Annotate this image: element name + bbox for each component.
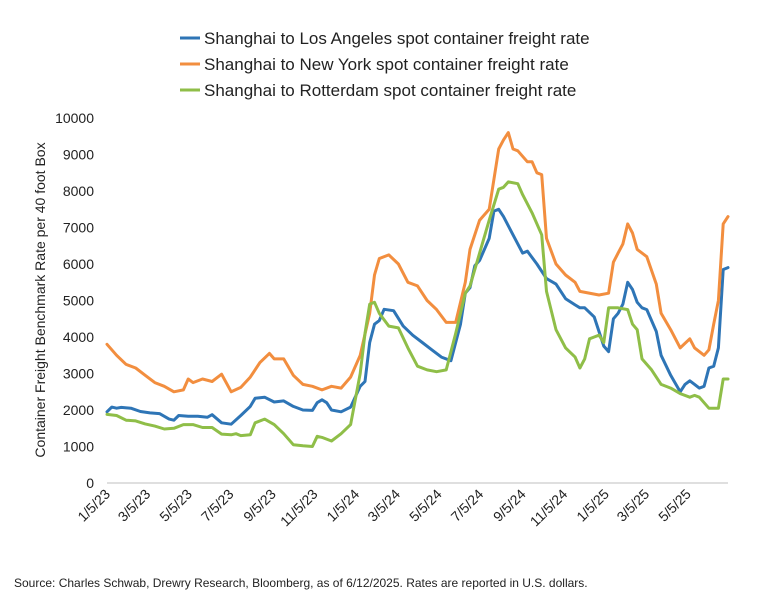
y-axis: 0 1000 2000 3000 4000 5000 6000 7000 8000 9000 100… [55, 110, 94, 491]
legend: Shanghai to Los Angeles spot container f… [180, 29, 590, 100]
source-note: Source: Charles Schwab, Drewry Research,… [14, 576, 588, 590]
y-tick-label: 9000 [63, 147, 94, 163]
x-tick-label: 1/5/25 [573, 486, 612, 525]
x-tick-label: 5/5/24 [406, 486, 445, 525]
x-tick-label: 1/5/23 [74, 486, 113, 525]
y-tick-label: 8000 [63, 183, 94, 199]
x-tick-label: 3/5/24 [364, 486, 403, 525]
plot-area [105, 131, 730, 448]
y-tick-label: 3000 [63, 366, 94, 382]
x-tick-label: 5/5/23 [156, 486, 195, 525]
y-tick-label: 5000 [63, 293, 94, 309]
x-tick-label: 11/5/24 [527, 486, 571, 530]
x-tick-label: 9/5/23 [240, 486, 279, 525]
x-tick-label: 7/5/24 [448, 486, 487, 525]
x-tick-label: 9/5/24 [490, 486, 529, 525]
y-tick-label: 0 [86, 475, 94, 491]
series-line-2 [105, 180, 730, 448]
legend-label-0: Shanghai to Los Angeles spot container f… [204, 29, 590, 48]
y-tick-label: 6000 [63, 256, 94, 272]
x-tick-label: 1/5/24 [323, 486, 362, 525]
legend-label-1: Shanghai to New York spot container frei… [204, 55, 569, 74]
series-line-0 [105, 207, 730, 426]
y-tick-label: 10000 [55, 110, 94, 126]
x-tick-label: 7/5/23 [198, 486, 237, 525]
x-tick-label: 3/5/25 [613, 486, 652, 525]
y-axis-title: Container Freight Benchmark Rate per 40 … [32, 142, 48, 457]
y-tick-label: 2000 [63, 402, 94, 418]
y-tick-label: 7000 [63, 220, 94, 236]
y-tick-label: 1000 [63, 439, 94, 455]
x-tick-label: 3/5/23 [115, 486, 154, 525]
series-line-1 [105, 131, 730, 394]
legend-label-2: Shanghai to Rotterdam spot container fre… [204, 81, 576, 100]
x-tick-label: 5/5/25 [655, 486, 694, 525]
y-tick-label: 4000 [63, 329, 94, 345]
x-tick-label: 11/5/23 [277, 486, 321, 530]
